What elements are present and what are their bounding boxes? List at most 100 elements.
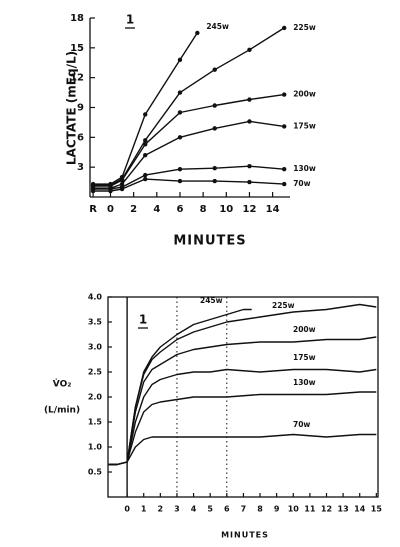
y-axis-label: V̇O₂	[53, 378, 72, 390]
x-tick-label: 8	[257, 505, 263, 514]
x-tick-label: 0	[107, 204, 114, 215]
x-tick-label: 6	[224, 505, 230, 514]
series-line	[108, 368, 377, 466]
x-tick-label: 10	[288, 505, 300, 514]
y-tick-label: 1.5	[88, 418, 103, 427]
x-axis-label: MINUTES	[221, 531, 269, 540]
series-line	[93, 93, 285, 187]
series-label: 200w	[293, 325, 316, 334]
panel-label: 1	[139, 313, 147, 327]
data-point	[282, 166, 287, 172]
x-tick-label: 12	[243, 204, 257, 215]
y-tick-label: 4.0	[88, 293, 103, 302]
y-tick-label: 2.5	[88, 368, 103, 377]
y-tick-label: 3.0	[88, 343, 103, 352]
x-tick-label: 11	[304, 505, 316, 514]
data-point	[212, 67, 217, 72]
x-tick-label: 14	[266, 204, 280, 215]
x-tick-label: 4	[153, 204, 160, 215]
data-point	[247, 179, 252, 185]
series-label: 130w	[293, 164, 316, 173]
series-line	[108, 433, 377, 466]
data-point	[282, 92, 287, 97]
series-label: 245w	[200, 296, 223, 305]
series-label: 200w	[293, 90, 316, 99]
series-line	[108, 336, 377, 466]
series-label: 175w	[293, 353, 316, 362]
y-tick-label: 3.5	[88, 318, 103, 327]
series-label: 175w	[293, 121, 316, 130]
x-tick-label: 7	[241, 505, 247, 514]
x-tick-label: 4	[191, 505, 197, 514]
x-tick-label: 6	[176, 204, 183, 215]
x-tick-label: 12	[321, 505, 332, 514]
data-point	[143, 153, 148, 158]
data-point	[90, 188, 96, 194]
data-point	[282, 181, 287, 187]
x-tick-label: 2	[158, 505, 164, 514]
data-point	[212, 165, 217, 171]
y-tick-label: 0.5	[88, 468, 103, 477]
series-line	[93, 32, 198, 185]
x-tick-label: R	[89, 204, 97, 215]
data-point	[143, 138, 148, 143]
data-point	[247, 163, 252, 169]
data-point	[143, 172, 148, 178]
x-tick-label: 13	[338, 505, 349, 514]
plot-frame	[107, 296, 379, 498]
data-point	[177, 90, 183, 95]
x-tick-label: 15	[371, 505, 383, 514]
y-axis-label: LACTATE (mEq/L)	[65, 51, 79, 165]
data-point	[247, 119, 252, 124]
series-label: 225w	[272, 301, 295, 310]
data-point	[108, 188, 113, 194]
x-tick-label: 3	[174, 505, 180, 514]
series-label: 70w	[293, 420, 310, 429]
data-point	[212, 178, 217, 184]
y-tick-label: 6	[77, 132, 84, 143]
y-tick-label: 1.0	[88, 443, 103, 452]
data-point	[247, 47, 252, 53]
series-label: 225w	[293, 23, 316, 32]
series-label: 70w	[293, 179, 310, 188]
y-tick-label: 18	[70, 13, 84, 24]
x-tick-label: 2	[130, 204, 137, 215]
panel-label: 1	[126, 13, 134, 27]
x-tick-label: 5	[207, 505, 213, 514]
data-point	[119, 177, 125, 183]
data-point	[282, 25, 287, 31]
x-tick-label: 9	[274, 505, 280, 514]
series-line	[108, 391, 377, 466]
y-tick-label: 15	[70, 43, 84, 54]
data-point	[177, 110, 183, 115]
x-axis-label: MINUTES	[173, 234, 246, 249]
data-point	[177, 135, 183, 140]
data-point	[212, 103, 217, 108]
series-label: 130w	[293, 378, 316, 387]
series-line	[93, 27, 285, 186]
x-tick-label: 8	[200, 204, 207, 215]
x-tick-label: 14	[354, 505, 366, 514]
data-point	[282, 124, 287, 129]
y-axis-label: (L/min)	[44, 406, 80, 416]
x-tick-label: 10	[219, 204, 233, 215]
x-tick-label: 1	[141, 505, 147, 514]
y-tick-label: 3	[77, 162, 84, 173]
y-tick-label: 2.0	[88, 393, 103, 402]
data-point	[143, 142, 148, 147]
data-point	[212, 126, 217, 131]
series-line	[108, 303, 377, 466]
data-point	[247, 97, 252, 102]
data-point	[177, 57, 183, 62]
y-tick-label: 12	[70, 73, 84, 84]
y-tick-label: 9	[77, 103, 84, 114]
data-point	[119, 186, 125, 192]
data-point	[143, 112, 148, 117]
x-tick-label: 0	[124, 505, 130, 514]
series-label: 245w	[206, 22, 229, 31]
data-point	[177, 178, 183, 184]
data-point	[143, 176, 148, 182]
data-point	[195, 30, 200, 36]
data-point	[177, 166, 183, 172]
